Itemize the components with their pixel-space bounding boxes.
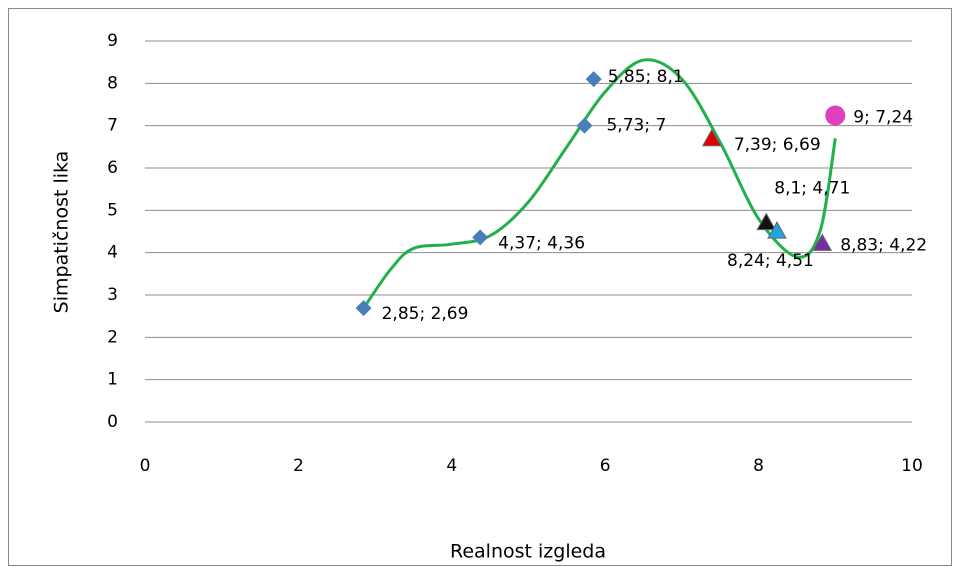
y-tick-label: 5: [107, 200, 118, 220]
data-label: 8,83; 4,22: [840, 235, 927, 255]
y-tick-label: 8: [107, 73, 118, 93]
point: [756, 212, 777, 231]
x-tick-label: 8: [753, 456, 764, 476]
point: [585, 71, 602, 88]
x-axis-title: Realnost izgleda: [450, 541, 606, 563]
x-tick-label: 0: [140, 456, 151, 476]
y-tick-label: 9: [107, 31, 118, 51]
data-label: 5,85; 8,1: [608, 67, 684, 87]
point: [355, 300, 372, 317]
data-label: 2,85; 2,69: [382, 304, 469, 324]
data-label: 8,1; 4,71: [774, 179, 850, 199]
y-tick-label: 3: [107, 285, 118, 305]
point: [767, 221, 787, 239]
x-tick-label: 4: [446, 456, 457, 476]
point: [576, 117, 593, 134]
point: [825, 105, 846, 126]
data-label: 7,39; 6,69: [734, 135, 821, 155]
point: [472, 229, 489, 246]
data-label: 4,37; 4,36: [498, 233, 585, 253]
x-tick-label: 2: [293, 456, 304, 476]
data-label: 5,73; 7: [606, 116, 666, 136]
y-tick-label: 6: [107, 158, 118, 178]
x-tick-label: 6: [600, 456, 611, 476]
y-tick-label: 2: [107, 327, 118, 347]
x-tick-label: 10: [901, 456, 923, 476]
y-axis-title: Simpatičnost lika: [51, 151, 73, 314]
point: [701, 128, 722, 147]
point: [812, 233, 833, 251]
chart-border: [8, 8, 952, 566]
data-label: 8,24; 4,51: [727, 251, 814, 271]
data-label: 9; 7,24: [853, 108, 913, 128]
y-tick-label: 1: [107, 370, 118, 390]
y-tick-label: 4: [107, 243, 118, 263]
trend-line: [362, 58, 837, 309]
y-tick-label: 7: [107, 116, 118, 136]
y-tick-label: 0: [107, 412, 118, 432]
